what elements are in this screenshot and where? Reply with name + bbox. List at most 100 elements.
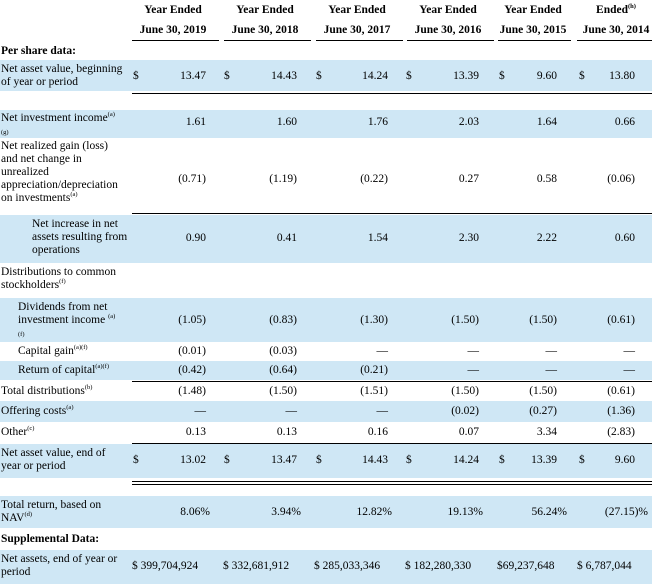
table-row-offering: Offering costs(a) — — — (0.02) (0.27) (1…: [0, 401, 652, 422]
col-header-2018: Year Ended June 30, 2018: [231, 4, 299, 36]
value-cell: (1.50): [451, 314, 479, 326]
section-supplemental: Supplemental Data:: [1, 533, 100, 545]
value-cell: 9.60: [614, 454, 635, 466]
value-cell: (1.50): [529, 314, 557, 326]
value-cell: (0.83): [269, 314, 297, 326]
value-cell: (0.61): [607, 385, 635, 397]
value-cell: 13.47: [271, 454, 297, 466]
value-cell: (27.15)%: [604, 506, 648, 518]
value-cell: 0.16: [367, 426, 388, 438]
currency-symbol: $: [499, 454, 505, 466]
row-label: Net asset value, beginning of year or pe…: [1, 63, 123, 88]
value-cell: 3.94%: [271, 506, 301, 518]
value-cell: —: [467, 345, 480, 357]
value-cell: (1.05): [178, 314, 206, 326]
value-cell: 1.76: [367, 116, 388, 128]
value-cell: (0.01): [178, 345, 206, 357]
value-cell: 8.06%: [180, 506, 210, 518]
table-row-capital-gain: Capital gain(a)(f) (0.01) (0.03) — — — —: [0, 343, 652, 361]
value-cell: 14.24: [362, 70, 388, 82]
value-cell: —: [623, 364, 636, 376]
col-header-2019: Year Ended June 30, 2019: [139, 4, 207, 36]
table-row-nav-end: Net asset value, end of year or period $…: [0, 444, 652, 478]
value-cell: 2.30: [458, 232, 479, 244]
value-cell: 1.64: [536, 116, 557, 128]
currency-symbol: $: [579, 454, 585, 466]
value-cell: 13.02: [180, 454, 206, 466]
value-cell: —: [623, 345, 636, 357]
col-header-2014: Ended(h) June 30, 2014: [582, 3, 650, 36]
value-cell: 9.60: [536, 70, 557, 82]
value-cell: (0.21): [360, 364, 388, 376]
value-cell: 0.13: [276, 426, 297, 438]
value-cell: (1.48): [178, 385, 206, 397]
value-cell: $ 285,033,346: [314, 560, 381, 572]
currency-symbol: $: [224, 454, 230, 466]
value-cell: $ 182,280,330: [405, 560, 472, 572]
value-cell: 13.39: [453, 70, 479, 82]
value-cell: 12.82%: [356, 506, 392, 518]
value-cell: (2.83): [607, 426, 635, 438]
value-cell: (0.03): [269, 345, 297, 357]
value-cell: —: [467, 364, 480, 376]
table-row-return-capital: Return of capital(a)(f) (0.42) (0.64) (0…: [0, 361, 652, 380]
col-header-2016: Year Ended June 30, 2016: [414, 4, 482, 36]
value-cell: 0.90: [185, 232, 206, 244]
value-cell: (1.50): [529, 385, 557, 397]
table-row-realized: Net realized gain (loss) and net change …: [0, 138, 652, 212]
row-label: Net asset value, end of year or period: [1, 447, 106, 472]
row-label: Net investment income(a) (g): [1, 111, 115, 136]
value-cell: (0.27): [529, 405, 557, 417]
value-cell: 13.39: [531, 454, 557, 466]
value-cell: (0.42): [178, 364, 206, 376]
value-cell: 1.60: [276, 116, 297, 128]
value-cell: 0.13: [185, 426, 206, 438]
value-cell: —: [376, 405, 389, 417]
value-cell: —: [194, 405, 207, 417]
value-cell: $ 399,704,924: [132, 560, 199, 572]
col-header-2017: Year Ended June 30, 2017: [323, 4, 391, 36]
row-label: Capital gain(a)(f): [18, 344, 88, 357]
currency-symbol: $: [316, 70, 322, 82]
value-cell: 13.47: [180, 70, 206, 82]
value-cell: 19.13%: [447, 506, 483, 518]
value-cell: 14.43: [362, 454, 388, 466]
value-cell: 0.58: [536, 173, 557, 185]
section-per-share: Per share data:: [1, 45, 76, 57]
value-cell: $ 332,681,912: [223, 560, 290, 572]
value-cell: —: [545, 364, 558, 376]
value-cell: (0.71): [178, 173, 206, 185]
value-cell: 0.66: [614, 116, 635, 128]
value-cell: 2.03: [458, 116, 479, 128]
row-label: Total distributions(b): [1, 384, 93, 397]
value-cell: (1.30): [360, 314, 388, 326]
value-cell: 0.27: [458, 173, 479, 185]
currency-symbol: $: [406, 70, 412, 82]
value-cell: (1.36): [607, 405, 635, 417]
value-cell: 14.43: [271, 70, 297, 82]
value-cell: (0.61): [607, 314, 635, 326]
table-row-other: Other(c) 0.13 0.13 0.16 0.07 3.34 (2.83): [0, 423, 652, 443]
value-cell: 0.41: [276, 232, 297, 244]
currency-symbol: $: [133, 70, 139, 82]
value-cell: 1.61: [185, 116, 206, 128]
currency-symbol: $: [316, 454, 322, 466]
value-cell: (1.19): [269, 173, 297, 185]
value-cell: (0.64): [269, 364, 297, 376]
row-label: Offering costs(a): [1, 404, 74, 417]
value-cell: $69,237,648: [497, 560, 555, 572]
value-cell: 56.24%: [531, 506, 567, 518]
section-distributions: Distributions to common stockholders(f): [1, 266, 116, 291]
value-cell: 2.22: [536, 232, 557, 244]
row-label: Return of capital(a)(f): [18, 363, 109, 376]
value-cell: 3.34: [536, 426, 557, 438]
currency-symbol: $: [224, 70, 230, 82]
value-cell: (0.02): [451, 405, 479, 417]
value-cell: (1.50): [269, 385, 297, 397]
row-label: Net assets, end of year or period: [1, 553, 118, 578]
value-cell: —: [545, 345, 558, 357]
table-row-dividends: Dividends from net investment income (a)…: [0, 298, 652, 342]
col-header-2015: Year Ended June 30, 2015: [499, 4, 567, 36]
value-cell: 1.54: [367, 232, 388, 244]
